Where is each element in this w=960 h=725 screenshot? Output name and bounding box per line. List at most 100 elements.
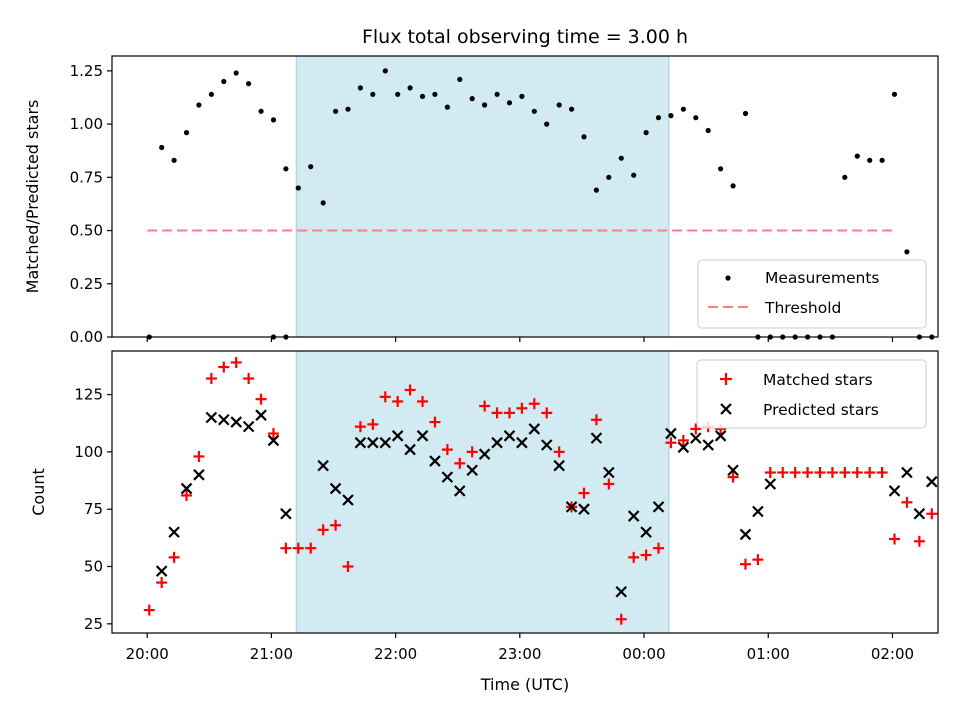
predicted-star-point [429,455,441,467]
predicted-star-point [503,430,516,442]
matched-star-point [690,423,702,435]
matched-star-point [553,446,565,458]
legend-measurements-label: Measurements [765,269,880,287]
matched-star-point [603,478,615,490]
predicted-star-point [627,510,640,522]
matched-star-point [354,421,366,433]
predicted-star-point [454,485,466,497]
matched-star-point [839,467,851,479]
matched-star-point [479,400,491,412]
predicted-star-point [466,464,478,476]
measurement-point [457,76,463,82]
top-legend-box [697,259,927,329]
measurement-point [879,157,885,163]
matched-star-point [926,508,938,520]
measurement-point [246,81,252,87]
predicted-star-point [180,482,193,495]
predicted-star-point [193,469,205,481]
matched-star-point [317,524,329,536]
measurement-point [680,106,687,112]
predicted-star-point [478,448,491,460]
predicted-star-point [528,423,541,435]
predicted-star-point [242,420,255,433]
predicted-star-point [255,409,267,421]
measurement-point [730,183,736,189]
bottom-y-axis-label: Count [29,468,48,516]
predicted-stars-points [155,409,938,598]
measurement-point [655,115,662,121]
measurement-point [643,130,649,136]
predicted-star-point [615,585,628,598]
measurement-point [171,157,177,163]
measurement-point [593,187,600,193]
predicted-star-point [267,434,280,447]
predicted-star-point [603,466,615,479]
predicted-star-point [168,526,180,538]
matched-star-point [305,542,317,554]
predicted-star-point [665,427,677,440]
matched-star-point [913,535,925,547]
measurement-point [407,85,413,91]
measurement-points [146,68,935,340]
predicted-star-point [690,432,702,444]
matched-star-point [491,407,503,419]
y-tick-label: 125 [74,386,103,404]
y-tick-label: 0.25 [70,275,103,293]
matched-star-point [677,434,689,446]
measurement-point [569,106,575,112]
matched-star-point [156,577,168,589]
measurement-point [705,127,711,134]
matched-star-point [168,551,180,563]
observing-window-shade [295,350,670,634]
x-tick-label: 21:00 [250,645,293,663]
x-tick-label: 22:00 [374,645,417,663]
predicted-star-point [491,436,503,449]
predicted-star-point [578,503,590,515]
measurement-point [506,100,513,106]
y-tick-label: 50 [84,558,103,576]
measurement-point [357,85,363,91]
matched-star-point [255,393,267,405]
matched-star-point [739,558,751,570]
matched-star-point [628,551,640,563]
measurement-point [531,108,537,114]
measurement-point [444,104,450,110]
matched-star-point [528,398,540,410]
measurement-point [631,172,637,178]
predicted-star-point [155,565,168,577]
predicted-star-point [702,439,714,451]
predicted-star-point [553,459,565,472]
measurement-point [395,91,401,97]
legend-measurements-marker [725,275,731,281]
x-tick-label: 02:00 [871,645,914,663]
matched-star-point [205,373,217,385]
measurement-point [742,110,749,117]
x-axis-label: Time (UTC) [480,675,569,694]
bottom-axes-frame [111,350,939,634]
bottom-legend: Matched stars Predicted stars [696,359,927,429]
measurement-point [382,68,388,74]
y-tick-label: 75 [84,500,103,518]
predicted-star-point [901,466,913,479]
y-tick-label: 100 [74,443,103,461]
top-x-ticks [146,337,894,342]
predicted-star-point [354,436,367,449]
matched-star-point [243,373,255,385]
measurement-point [867,157,873,163]
legend-matched-label: Matched stars [763,371,873,389]
predicted-star-point [752,505,764,518]
legend-predicted-marker [720,403,732,415]
matched-star-point [267,428,279,440]
top-panel: 0.00 0.25 0.50 0.75 1.00 1.25 Matched/Predict… [23,55,939,346]
matched-star-point [889,533,901,545]
measurement-point [581,134,587,140]
measurement-point [618,155,624,161]
matched-star-point [330,519,342,531]
matched-star-point [640,549,652,561]
matched-star-point [851,467,863,479]
matched-star-point [541,407,553,419]
matched-star-point [752,554,764,566]
matched-star-point [292,542,304,554]
measurement-point [221,78,227,85]
predicted-star-point [926,475,938,488]
